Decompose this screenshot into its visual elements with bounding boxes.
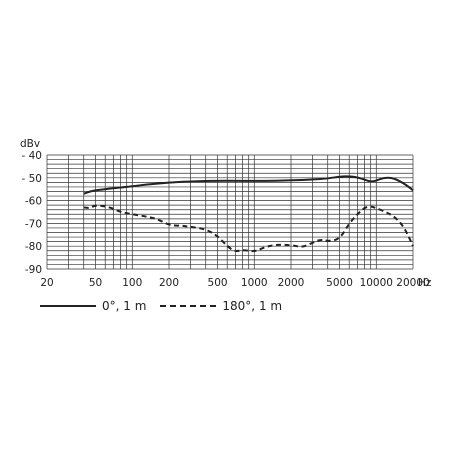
x-tick-label: 2000 bbox=[278, 277, 305, 289]
x-tick-label: 200 bbox=[159, 277, 179, 289]
y-tick-label: - 40 bbox=[22, 150, 43, 162]
x-tick-label: 500 bbox=[208, 277, 228, 289]
x-tick-label: 20000 bbox=[396, 277, 429, 289]
y-tick-label: -90 bbox=[25, 264, 42, 276]
grid-lines bbox=[46, 154, 414, 270]
y-axis-unit: dBv bbox=[20, 138, 40, 150]
x-tick-label: 20 bbox=[40, 277, 53, 289]
y-tick-label: -70 bbox=[25, 218, 42, 230]
series-line-180deg bbox=[83, 204, 414, 253]
series-line-0deg bbox=[83, 175, 414, 195]
legend-swatch-dashed bbox=[160, 305, 217, 307]
x-axis-unit: Hz bbox=[418, 277, 432, 289]
legend-label-0deg: 0°, 1 m bbox=[102, 299, 147, 313]
x-tick-label: 1000 bbox=[241, 277, 268, 289]
legend-label-180deg: 180°, 1 m bbox=[222, 299, 283, 313]
x-tick-label: 100 bbox=[122, 277, 142, 289]
legend: 0°, 1 m 180°, 1 m bbox=[40, 299, 282, 313]
x-tick-label: 5000 bbox=[326, 277, 353, 289]
legend-item-0deg: 0°, 1 m bbox=[40, 299, 146, 313]
series-lines bbox=[83, 175, 414, 253]
x-tick-labels: 20 50 100 200 500 1000 2000 5000 10000 20000 bbox=[40, 277, 429, 289]
legend-swatch-solid bbox=[40, 305, 96, 307]
x-tick-label: 50 bbox=[89, 277, 102, 289]
y-tick-label: -60 bbox=[25, 196, 42, 208]
y-tick-label: -80 bbox=[25, 241, 42, 253]
y-tick-label: - 50 bbox=[22, 173, 43, 185]
y-tick-labels: - 40 - 50 -60 -70 -80 -90 bbox=[22, 150, 43, 276]
x-tick-label: 10000 bbox=[360, 277, 393, 289]
legend-item-180deg: 180°, 1 m bbox=[160, 299, 282, 313]
